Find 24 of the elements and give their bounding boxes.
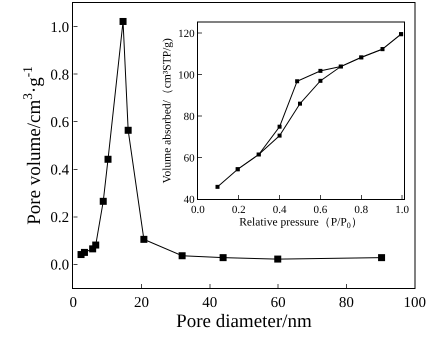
y-tick-label: 40 <box>184 194 196 206</box>
x-tick-label: 40 <box>202 295 218 312</box>
y-axis-title: Volume absorbed/（cm³STP/g) <box>162 38 174 184</box>
x-tick-label: 0.4 <box>272 204 287 216</box>
y-tick-label: 0.0 <box>50 258 70 274</box>
x-tick-label: 0.8 <box>354 204 369 216</box>
x-tick-label: 100 <box>403 295 426 312</box>
x-tick-label: 0.6 <box>314 204 328 216</box>
x-axis-title: Relative pressure（P/P$_{0}$） <box>239 216 363 230</box>
y-tick-label: 100 <box>178 69 196 82</box>
x-tick-label: 0 <box>69 295 77 312</box>
x-tick-label: 1.0 <box>395 204 410 216</box>
y-tick-label: 60 <box>184 152 196 164</box>
y-tick-label: 1.0 <box>50 20 70 36</box>
y-tick-label: 0.6 <box>50 114 70 131</box>
x-tick-label: 60 <box>270 295 286 312</box>
y-tick-label: 0.8 <box>50 67 70 84</box>
x-axis-title: Pore diameter/nm <box>176 311 312 332</box>
y-tick-label: 80 <box>184 110 196 123</box>
y-tick-label: 0.4 <box>50 162 70 179</box>
x-tick-label: 0.2 <box>232 204 246 216</box>
y-tick-label: 120 <box>178 28 196 40</box>
x-tick-label: 20 <box>134 295 149 312</box>
x-tick-label: 80 <box>338 295 354 312</box>
